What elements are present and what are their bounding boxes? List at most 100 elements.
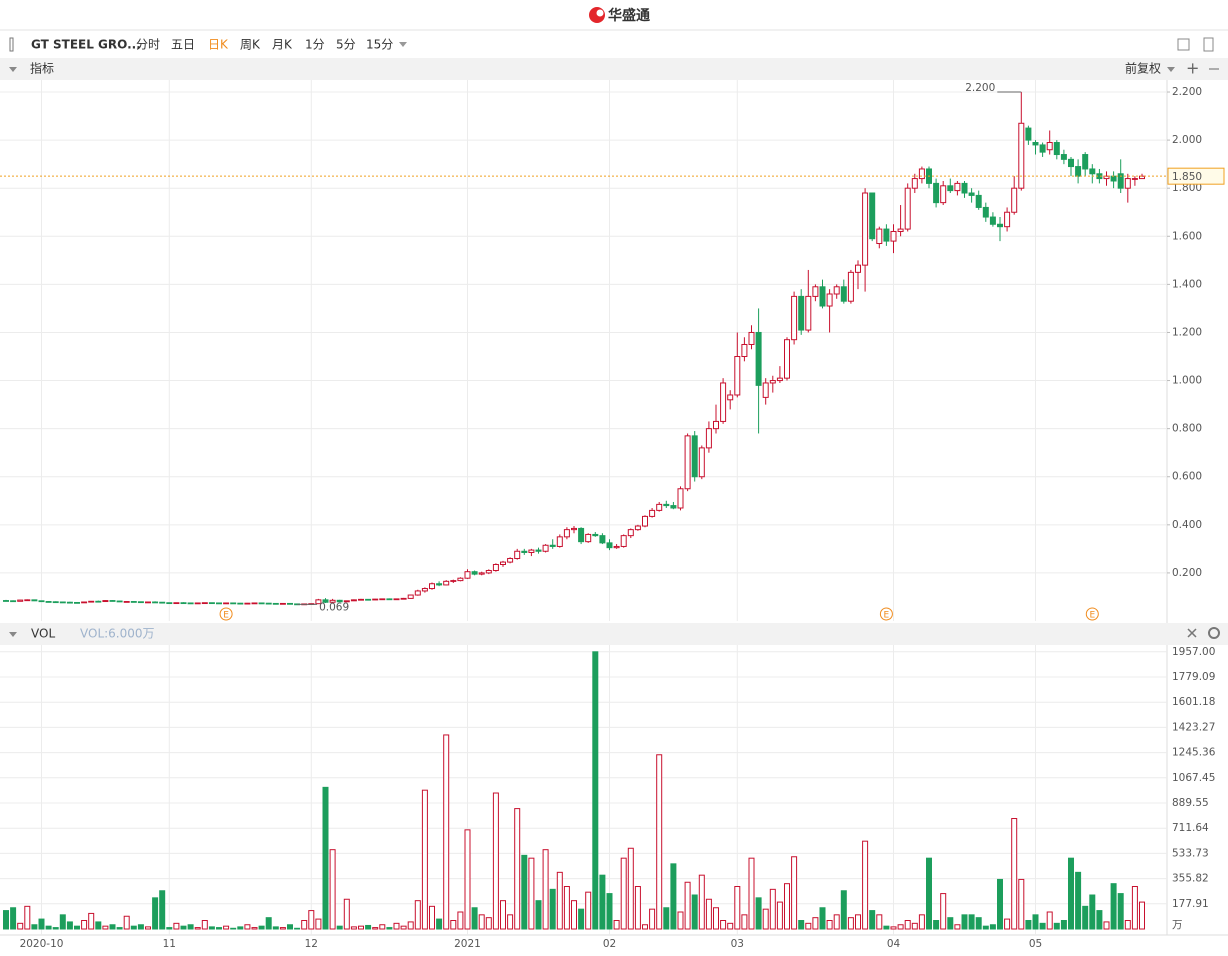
candle-body (457, 577, 464, 582)
candle-body (336, 599, 343, 603)
candle-body (1075, 166, 1082, 177)
y-tick-label: 0.200 (1172, 567, 1202, 579)
period-tab[interactable]: 15分 (366, 38, 393, 52)
volume-bar (897, 924, 904, 930)
volume-bar (116, 927, 123, 930)
volume-bar (933, 920, 940, 930)
collapse-icon[interactable] (9, 37, 14, 52)
adjust-label[interactable]: 前复权 (1125, 61, 1161, 76)
volume-bar (968, 914, 975, 930)
period-tab[interactable]: 周K (240, 38, 261, 52)
candle-body (776, 377, 783, 382)
volume-bar (400, 925, 407, 930)
candle-body (244, 602, 251, 605)
volume-bar (379, 924, 386, 930)
candle-body (784, 339, 790, 379)
volume-bar (1004, 918, 1011, 930)
volume-bar (798, 920, 805, 930)
candle-body (180, 602, 187, 605)
vol-title: VOL (31, 627, 55, 641)
candle-body (748, 331, 755, 345)
volume-bar (940, 893, 947, 930)
candle-body (542, 544, 549, 552)
volume-bar (791, 856, 798, 930)
volume-bar (954, 924, 961, 930)
volume-bar (1039, 922, 1046, 930)
volume-bar (961, 914, 968, 930)
candle-body (521, 550, 528, 553)
volume-bar (911, 922, 918, 930)
candle-body (762, 382, 769, 398)
period-tab[interactable]: 五日 (171, 38, 195, 52)
toggle[interactable] (9, 67, 17, 72)
volume-bar (514, 808, 521, 930)
x-tick-label: 05 (1029, 938, 1042, 950)
settings-icon[interactable] (1208, 627, 1220, 639)
volume-bar (1131, 886, 1138, 930)
volume-bar (180, 925, 187, 930)
fullscreen-icon[interactable] (1177, 38, 1190, 51)
period-tab[interactable]: 1分 (305, 38, 325, 52)
dropdown[interactable] (1167, 67, 1175, 72)
volume-bar (748, 857, 755, 930)
volume-bar (159, 890, 166, 930)
volume-bar (145, 926, 151, 930)
volume-bar (819, 907, 826, 930)
period-tab[interactable]: 日K (208, 38, 229, 52)
event-label[interactable]: E (223, 611, 229, 621)
symbol: GT STEEL GRO... (31, 38, 141, 52)
candle-body (911, 178, 918, 189)
candle-body (840, 286, 847, 302)
candle-body (642, 515, 648, 527)
candle-body (1110, 175, 1117, 182)
candle-body (343, 600, 350, 603)
period-tab[interactable]: 5分 (336, 38, 356, 52)
toggle[interactable] (9, 632, 17, 637)
candle-body (507, 557, 514, 563)
event-marker[interactable] (219, 607, 233, 621)
last-price-box (1167, 167, 1225, 185)
volume-bar (201, 920, 208, 930)
volume-bar (173, 922, 180, 930)
add-icon[interactable]: + (1186, 59, 1199, 78)
event-label[interactable]: E (1089, 611, 1095, 621)
volume-bar (684, 881, 691, 930)
volume-bar (855, 914, 861, 930)
candle-body (287, 602, 293, 605)
event-label[interactable]: E (884, 611, 890, 621)
volume-bar (272, 926, 279, 930)
volume-bar (1139, 901, 1145, 930)
volume-bar (31, 924, 38, 930)
volume-bar (443, 734, 450, 930)
event-marker[interactable] (879, 607, 893, 621)
logo-text: 华盛通 (608, 7, 650, 24)
indicator-label[interactable]: 指标 (30, 61, 54, 76)
close-icon[interactable] (1187, 628, 1197, 638)
candle-body (961, 182, 968, 194)
candle-body (833, 286, 840, 295)
volume-bar (1082, 905, 1089, 930)
candle-body (1018, 122, 1025, 189)
volume-bar (152, 897, 159, 930)
volume-bar (365, 924, 372, 930)
candle-body (258, 602, 265, 605)
period-tab[interactable]: 分时 (136, 38, 160, 52)
dropdown[interactable] (399, 42, 407, 47)
event-marker[interactable] (1085, 607, 1099, 621)
volume-bar (137, 924, 144, 930)
candle-body (684, 435, 691, 490)
volume-bar (66, 921, 73, 930)
volume-bar (287, 924, 293, 930)
toolbar (0, 31, 1228, 58)
x-tick-label: 04 (887, 938, 901, 950)
candle-body (862, 192, 869, 266)
y-tick-label: 1601.18 (1172, 696, 1215, 708)
candle-body (130, 601, 137, 603)
period-tab[interactable]: 月K (272, 38, 293, 52)
candle-body (1103, 175, 1110, 180)
volume-bar (1089, 894, 1096, 930)
volume-bar (847, 917, 854, 930)
expand-icon[interactable] (1203, 37, 1214, 52)
y-tick-label: 1779.09 (1172, 671, 1215, 683)
candle-body (556, 536, 563, 547)
